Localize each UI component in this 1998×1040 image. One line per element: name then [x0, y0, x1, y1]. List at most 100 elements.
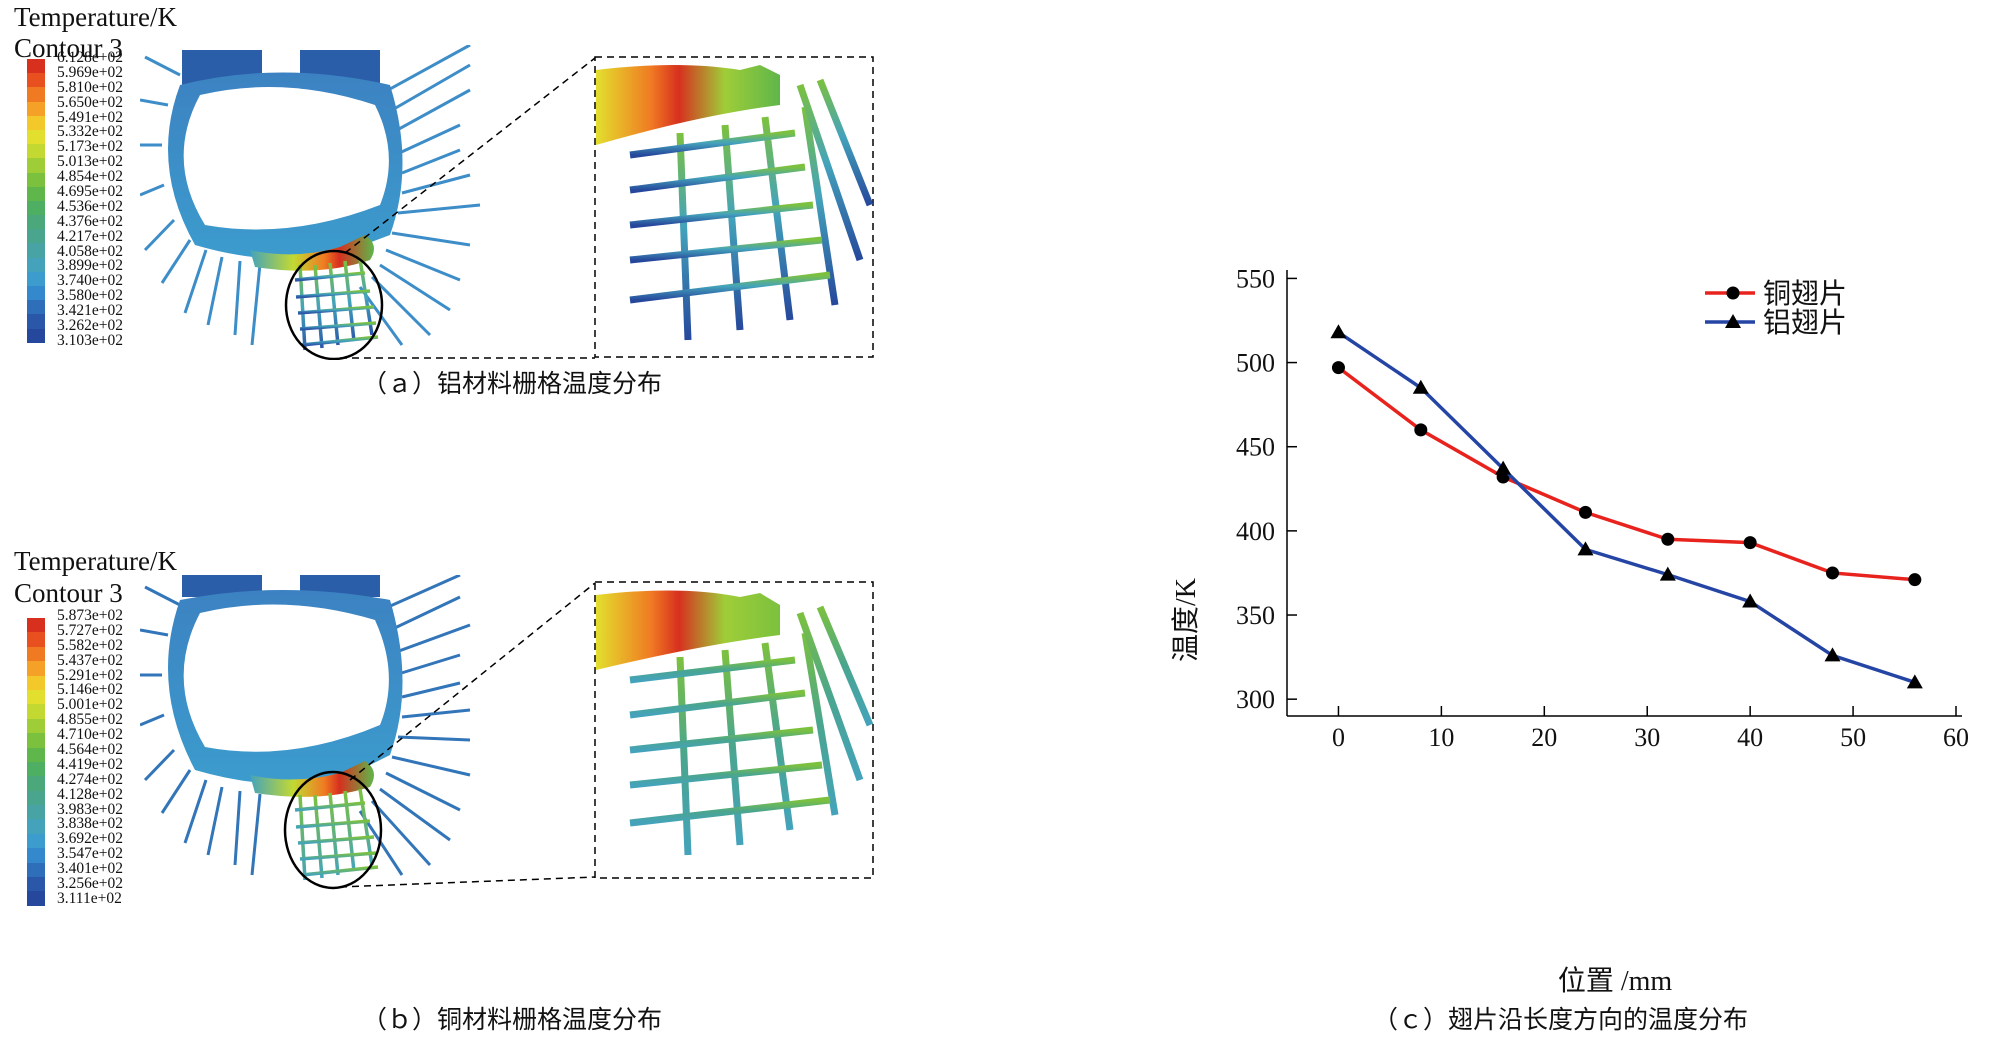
legend-value: 3.256e+02: [57, 875, 123, 893]
legend-value: 5.013e+02: [57, 153, 123, 171]
legend-value: 3.692e+02: [57, 830, 123, 848]
y-tick-label: 350: [1236, 601, 1275, 630]
legend-swatch: [27, 87, 45, 102]
data-point: [1412, 379, 1429, 394]
data-point: [1577, 541, 1594, 556]
legend-label: 铝翅片: [1763, 307, 1847, 339]
legend-swatch: [27, 848, 45, 863]
data-point: [1824, 647, 1841, 662]
data-point: [1743, 536, 1757, 550]
legend-value: 3.262e+02: [57, 317, 123, 335]
data-point: [1908, 573, 1922, 587]
legend-value: 3.838e+02: [57, 815, 123, 833]
data-point: [1742, 593, 1759, 608]
legend-swatch: [27, 819, 45, 834]
data-point: [1725, 314, 1741, 328]
legend-value: 5.291e+02: [57, 666, 123, 684]
y-axis-label: 温度/K: [1170, 578, 1202, 662]
legend-swatch: [27, 862, 45, 878]
legend-swatch: [27, 675, 45, 690]
legend-swatch: [27, 891, 45, 906]
legend-value: 4.274e+02: [57, 770, 123, 788]
legend-value: 5.810e+02: [57, 78, 123, 96]
legend-value: 4.419e+02: [57, 755, 123, 773]
legend-swatch: [27, 129, 45, 145]
legend-swatch: [27, 101, 45, 116]
legend-subtitle-a: Contour 3: [14, 33, 123, 63]
legend-swatch: [27, 215, 45, 230]
legend-value: 5.146e+02: [57, 681, 123, 699]
legend-swatch: [27, 144, 45, 159]
data-point: [1825, 566, 1839, 580]
legend-swatch: [27, 776, 45, 791]
y-tick-label: 550: [1236, 270, 1275, 293]
color-legend-bar-b: [27, 618, 45, 978]
legend-swatch: [27, 314, 45, 329]
legend-value: 3.111e+02: [57, 889, 122, 907]
data-point: [1495, 460, 1512, 475]
data-point: [1659, 566, 1676, 581]
highlight-ellipse-b: [283, 770, 383, 890]
y-tick-label: 500: [1236, 349, 1275, 378]
legend-swatch: [27, 761, 45, 777]
legend-title-a: Temperature/K: [14, 2, 178, 32]
legend-value: 4.536e+02: [57, 197, 123, 215]
legend-swatch: [27, 618, 45, 633]
legend-swatch: [27, 158, 45, 173]
legend-swatch: [27, 59, 45, 74]
legend-value: 4.855e+02: [57, 711, 123, 729]
data-point: [1661, 532, 1675, 546]
legend-swatch: [27, 243, 45, 258]
legend-swatch: [27, 733, 45, 748]
legend-value: 5.727e+02: [57, 621, 123, 639]
legend-value: 5.873e+02: [57, 607, 123, 624]
legend-value: 5.332e+02: [57, 123, 123, 141]
legend-label: 铜翅片: [1763, 278, 1847, 310]
legend-swatch: [27, 229, 45, 244]
legend-subtitle-b: Contour 3: [14, 578, 123, 608]
legend-swatch: [27, 286, 45, 301]
legend-value: 4.217e+02: [57, 227, 123, 245]
legend-value: 5.173e+02: [57, 138, 123, 156]
legend-value: 3.983e+02: [57, 800, 123, 818]
caption-c: （ｃ）翅片沿长度方向的温度分布: [1373, 1005, 1749, 1034]
x-tick-label: 60: [1943, 723, 1969, 752]
x-tick-label: 30: [1634, 723, 1660, 752]
y-tick-label: 300: [1236, 685, 1275, 714]
data-point: [1414, 423, 1428, 437]
legend-swatch: [27, 300, 45, 315]
legend-value: 5.437e+02: [57, 651, 123, 669]
legend-swatch: [27, 632, 45, 647]
legend-value: 5.582e+02: [57, 636, 123, 654]
legend-swatch: [27, 661, 45, 676]
legend-swatch: [27, 689, 45, 705]
legend-swatch: [27, 877, 45, 892]
y-tick-label: 450: [1236, 433, 1275, 462]
data-point: [1330, 324, 1347, 339]
legend-swatch: [27, 805, 45, 820]
legend-swatch: [27, 704, 45, 719]
legend-value: 4.695e+02: [57, 183, 123, 201]
legend-swatch: [27, 257, 45, 272]
x-axis-label: 位置 /mm: [1558, 965, 1673, 997]
legend-value: 3.401e+02: [57, 860, 123, 878]
legend-swatch: [27, 646, 45, 662]
legend-swatch: [27, 833, 45, 849]
caption-b: （ｂ）铜材料栅格温度分布: [362, 1005, 663, 1034]
legend-value: 5.491e+02: [57, 108, 123, 126]
caption-a: （ａ）铝材料栅格温度分布: [362, 369, 663, 398]
data-point: [1578, 505, 1592, 519]
grid-b: [294, 788, 379, 881]
legend-swatch: [27, 747, 45, 762]
data-point: [1906, 674, 1923, 689]
x-tick-label: 40: [1737, 723, 1763, 752]
color-legend-labels-b: 5.873e+02 5.727e+02 5.582e+02 5.437e+02 5.29…: [57, 607, 123, 907]
legend-value: 5.001e+02: [57, 696, 123, 714]
legend-value: 4.128e+02: [57, 785, 123, 803]
legend-swatch: [27, 718, 45, 734]
legend-value: 4.058e+02: [57, 242, 123, 260]
fin-contour-figure-b: [140, 575, 874, 890]
fin-contour-figure-a: [140, 45, 874, 360]
legend-swatch: [27, 271, 45, 286]
legend-swatch: [27, 200, 45, 216]
